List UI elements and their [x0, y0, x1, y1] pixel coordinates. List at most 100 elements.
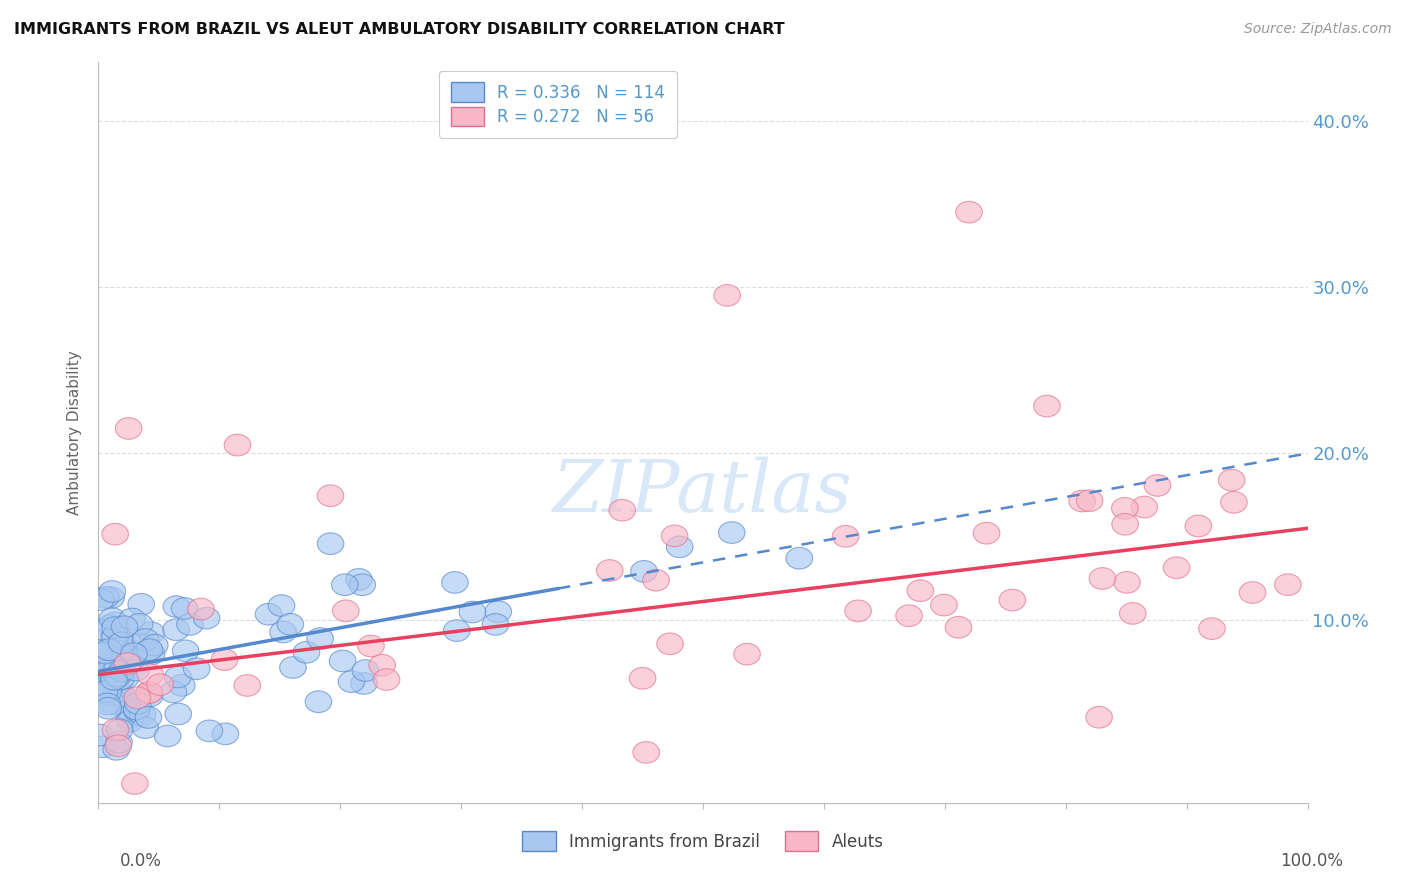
- Ellipse shape: [108, 660, 135, 681]
- Ellipse shape: [357, 635, 384, 657]
- Ellipse shape: [609, 500, 636, 521]
- Ellipse shape: [332, 600, 359, 622]
- Ellipse shape: [112, 667, 139, 689]
- Ellipse shape: [93, 587, 120, 608]
- Ellipse shape: [103, 739, 129, 760]
- Ellipse shape: [136, 681, 163, 704]
- Ellipse shape: [160, 681, 187, 703]
- Ellipse shape: [96, 639, 122, 660]
- Ellipse shape: [256, 603, 281, 625]
- Ellipse shape: [896, 605, 922, 626]
- Ellipse shape: [94, 681, 121, 703]
- Ellipse shape: [120, 608, 145, 630]
- Ellipse shape: [127, 614, 153, 635]
- Ellipse shape: [101, 616, 128, 639]
- Ellipse shape: [134, 640, 160, 662]
- Ellipse shape: [100, 643, 127, 665]
- Ellipse shape: [482, 614, 509, 635]
- Ellipse shape: [91, 642, 118, 664]
- Ellipse shape: [292, 641, 319, 663]
- Ellipse shape: [128, 593, 155, 615]
- Text: Source: ZipAtlas.com: Source: ZipAtlas.com: [1244, 22, 1392, 37]
- Ellipse shape: [146, 673, 173, 696]
- Ellipse shape: [485, 601, 512, 623]
- Ellipse shape: [108, 648, 135, 671]
- Ellipse shape: [1085, 706, 1112, 728]
- Ellipse shape: [352, 660, 378, 681]
- Ellipse shape: [115, 706, 142, 728]
- Ellipse shape: [1163, 557, 1189, 579]
- Ellipse shape: [114, 653, 141, 674]
- Ellipse shape: [657, 633, 683, 655]
- Ellipse shape: [94, 677, 121, 698]
- Ellipse shape: [441, 572, 468, 593]
- Ellipse shape: [142, 634, 169, 656]
- Ellipse shape: [97, 646, 124, 667]
- Ellipse shape: [100, 693, 127, 714]
- Ellipse shape: [630, 667, 655, 690]
- Ellipse shape: [87, 589, 114, 610]
- Ellipse shape: [1219, 469, 1244, 491]
- Ellipse shape: [718, 522, 745, 543]
- Ellipse shape: [443, 620, 470, 641]
- Ellipse shape: [307, 628, 333, 649]
- Ellipse shape: [945, 616, 972, 638]
- Ellipse shape: [339, 671, 364, 692]
- Ellipse shape: [105, 633, 131, 655]
- Ellipse shape: [107, 641, 134, 663]
- Ellipse shape: [177, 614, 204, 635]
- Ellipse shape: [661, 525, 688, 547]
- Ellipse shape: [1199, 618, 1225, 640]
- Ellipse shape: [103, 612, 129, 633]
- Ellipse shape: [183, 658, 209, 680]
- Ellipse shape: [211, 648, 238, 671]
- Ellipse shape: [138, 643, 165, 665]
- Ellipse shape: [193, 607, 219, 629]
- Ellipse shape: [596, 559, 623, 582]
- Ellipse shape: [270, 621, 297, 643]
- Ellipse shape: [86, 659, 112, 681]
- Ellipse shape: [1112, 514, 1139, 535]
- Ellipse shape: [105, 735, 132, 756]
- Ellipse shape: [329, 650, 356, 672]
- Ellipse shape: [124, 687, 150, 708]
- Ellipse shape: [89, 653, 115, 675]
- Ellipse shape: [121, 643, 148, 665]
- Text: ZIPatlas: ZIPatlas: [553, 457, 853, 527]
- Ellipse shape: [136, 664, 163, 685]
- Ellipse shape: [129, 705, 156, 726]
- Ellipse shape: [734, 643, 761, 665]
- Ellipse shape: [1077, 490, 1102, 511]
- Ellipse shape: [195, 720, 222, 741]
- Legend: Immigrants from Brazil, Aleuts: Immigrants from Brazil, Aleuts: [516, 825, 890, 857]
- Ellipse shape: [91, 681, 118, 703]
- Ellipse shape: [165, 666, 191, 688]
- Ellipse shape: [86, 640, 112, 661]
- Ellipse shape: [138, 622, 165, 644]
- Ellipse shape: [132, 717, 159, 739]
- Ellipse shape: [224, 434, 250, 456]
- Ellipse shape: [90, 681, 117, 703]
- Ellipse shape: [318, 485, 343, 507]
- Ellipse shape: [1239, 582, 1265, 603]
- Ellipse shape: [173, 640, 198, 662]
- Ellipse shape: [115, 417, 142, 439]
- Ellipse shape: [135, 706, 162, 728]
- Ellipse shape: [931, 594, 957, 615]
- Ellipse shape: [122, 659, 149, 681]
- Ellipse shape: [1000, 590, 1025, 611]
- Ellipse shape: [117, 710, 143, 732]
- Ellipse shape: [93, 675, 120, 697]
- Ellipse shape: [100, 653, 127, 674]
- Ellipse shape: [269, 595, 295, 616]
- Ellipse shape: [305, 691, 332, 713]
- Ellipse shape: [1130, 496, 1157, 518]
- Ellipse shape: [104, 657, 131, 678]
- Ellipse shape: [643, 569, 669, 591]
- Ellipse shape: [108, 632, 135, 654]
- Ellipse shape: [101, 625, 128, 647]
- Ellipse shape: [124, 698, 150, 720]
- Ellipse shape: [1119, 603, 1146, 624]
- Ellipse shape: [786, 548, 813, 569]
- Ellipse shape: [280, 657, 307, 678]
